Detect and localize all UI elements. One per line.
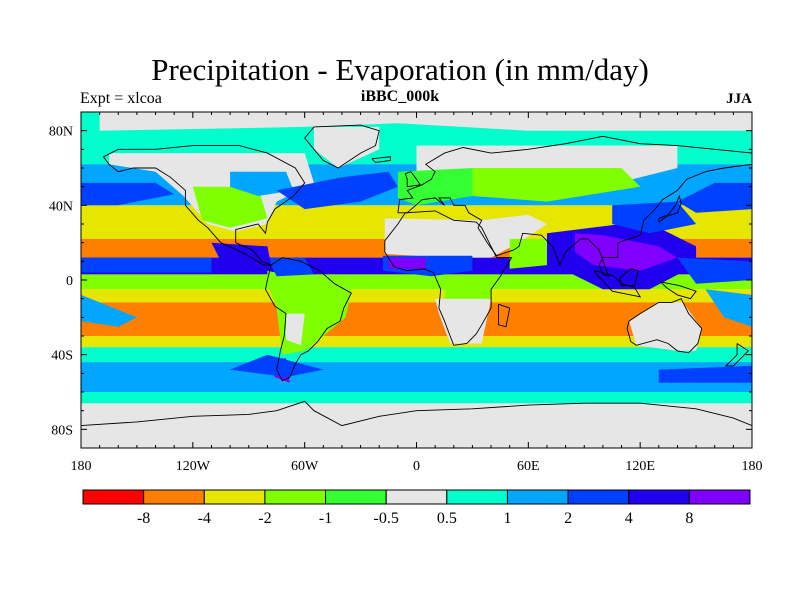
region-n-america-wet [230, 171, 294, 196]
colorbar-label: 4 [625, 510, 633, 527]
colorbar-swatch [82, 489, 145, 505]
colorbar-swatch [506, 489, 569, 505]
colorbar-label: 8 [685, 510, 693, 527]
region-arctic-neutral [99, 112, 752, 131]
colorbar-swatch [203, 489, 266, 505]
season-label: JJA [726, 91, 752, 107]
coast-madagascar [498, 303, 511, 328]
colorbar-label: 0.5 [437, 510, 457, 527]
coast-borneo [619, 268, 639, 287]
region-australia [629, 302, 702, 351]
lon-tick-label: 120E [625, 459, 655, 474]
region-s-africa-green [444, 283, 492, 299]
region-arabian-sea-green [509, 238, 547, 269]
region-spcz [705, 289, 752, 327]
region-eurasia-green [472, 168, 641, 202]
lon-tick-label: 180 [71, 459, 92, 474]
region-epac-wet [81, 257, 212, 273]
lon-tick-label: 60E [517, 459, 540, 474]
coast-australia [626, 298, 703, 354]
coast-south-america [265, 257, 352, 382]
coast-uk [404, 171, 421, 188]
coastlines [81, 124, 752, 427]
region-npac-wet [677, 182, 752, 213]
region-n-america-green [192, 186, 268, 228]
region-antarctic-coast [81, 403, 752, 448]
coast-north-america [103, 145, 306, 266]
region-wpac-wet [677, 257, 752, 284]
colorbar-swatch [385, 489, 448, 505]
colorbar: -8 -4 -2 -1 -0.5 0.5 1 2 4 8 [82, 489, 751, 527]
lat-tick-label: 40N [49, 199, 73, 214]
region-europe-green [397, 168, 473, 206]
coast-antarctica [81, 400, 752, 427]
region-w-africa-max [388, 257, 426, 269]
lon-tick-label: 120W [176, 459, 211, 474]
colorbar-swatch [143, 489, 205, 505]
band-south-midlat-a [81, 347, 752, 363]
lon-tick-label: 180 [742, 459, 763, 474]
colorbar-label: -2 [258, 510, 271, 527]
colorbar-swatch [264, 489, 327, 505]
region-s-america-neutral [286, 313, 305, 346]
region-greenland [314, 126, 380, 168]
coast-africa [384, 210, 513, 346]
plot-title: Precipitation - Evaporation (in mm/day) [151, 52, 649, 87]
region-sahara [384, 214, 547, 258]
colorbar-label: 1 [503, 510, 511, 527]
lat-tick-label: 80S [51, 423, 73, 438]
region-spcz-w [81, 294, 137, 327]
band-south-midlat [81, 362, 752, 392]
region-east-asia-wet [612, 201, 697, 234]
lat-tick-label: 0 [66, 274, 73, 289]
colorbar-swatch [446, 489, 508, 505]
colorbar-swatch [325, 489, 387, 505]
region-natl-wet [276, 171, 398, 210]
region-npac-wet-w [81, 182, 175, 206]
colorbar-swatch [628, 489, 690, 505]
band-south-subtropic-b [81, 336, 752, 348]
coast-new-guinea [660, 281, 697, 300]
coast-greenland [304, 124, 380, 169]
colorbar-label: -4 [198, 510, 211, 527]
band-south-subtropic-a [81, 289, 752, 303]
colorbar-label: -0.5 [374, 510, 399, 527]
lat-tick-label: 40S [51, 349, 73, 364]
coast-new-zealand [724, 343, 750, 367]
lon-tick-label: 60W [291, 459, 319, 474]
coast-japan [658, 194, 682, 223]
map-ticks: 80N 40N 0 40S 80S 180 120W 60W 0 60E 120E 180 [49, 111, 763, 474]
region-so-wet-e [658, 365, 752, 383]
colorbar-swatch [688, 489, 751, 505]
coast-iceland [371, 156, 391, 163]
case-label: iBBC_000k [360, 88, 440, 105]
experiment-label: Expt = xlcoa [80, 90, 162, 107]
coast-eurasia [397, 135, 752, 278]
colorbar-label: -1 [319, 510, 332, 527]
region-so-wet [230, 354, 324, 378]
region-asia-monsoon-core [574, 233, 678, 271]
lat-tick-label: 80N [49, 125, 73, 140]
colorbar-swatch [567, 489, 630, 505]
region-cent-america-wet [211, 242, 272, 266]
lon-tick-label: 0 [413, 459, 420, 474]
coast-indonesia [593, 270, 642, 298]
map-field [81, 112, 752, 448]
colorbar-label: -8 [137, 510, 150, 527]
colorbar-label: 2 [564, 510, 572, 527]
